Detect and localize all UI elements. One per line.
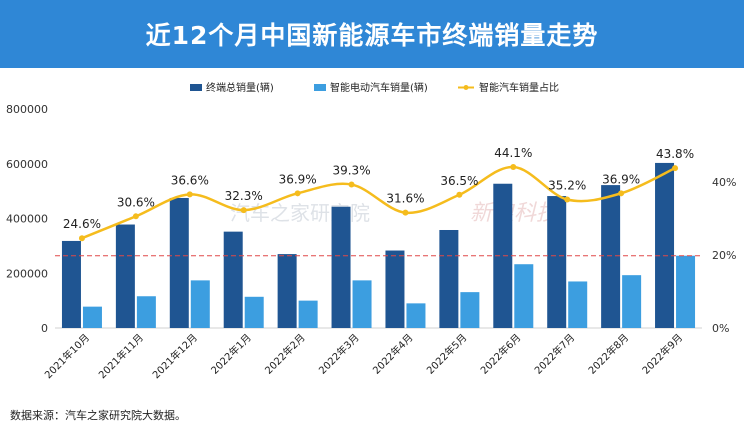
ratio-point: [564, 196, 571, 203]
bar-smart-ev-sales: [676, 255, 696, 328]
ratio-point: [348, 181, 355, 188]
ratio-point: [132, 213, 139, 220]
x-tick-label: 2022年5月: [424, 331, 470, 377]
ratio-point: [186, 191, 193, 198]
y-left-tick-label: 600000: [6, 158, 48, 171]
bar-total-sales: [493, 183, 513, 328]
bar-smart-ev-sales: [136, 296, 156, 328]
bar-total-sales: [439, 229, 459, 328]
ratio-data-label: 24.6%: [63, 217, 101, 231]
bar-total-sales: [601, 185, 621, 328]
x-tick-label: 2022年9月: [639, 331, 685, 377]
y-left-tick-label: 0: [41, 322, 48, 335]
legend-swatch-1: [190, 84, 202, 91]
bar-smart-ev-sales: [514, 264, 534, 328]
x-tick-label: 2021年12月: [150, 331, 200, 381]
legend-label-1: 终端总销量(辆): [206, 81, 274, 94]
ratio-point: [294, 190, 301, 197]
bar-smart-ev-sales: [568, 281, 588, 328]
bar-smart-ev-sales: [460, 292, 480, 328]
x-tick-label: 2022年1月: [208, 331, 254, 377]
ratio-data-label: 32.3%: [225, 189, 263, 203]
ratio-data-label: 36.9%: [279, 172, 317, 186]
ratio-data-label: 31.6%: [386, 192, 424, 206]
legend-swatch-2: [314, 84, 326, 91]
x-tick-label: 2022年7月: [532, 331, 578, 377]
x-tick-label: 2021年10月: [42, 331, 92, 381]
x-tick-label: 2022年4月: [370, 331, 416, 377]
bar-smart-ev-sales: [190, 280, 210, 328]
y-left-tick-label: 400000: [6, 213, 48, 226]
bar-total-sales: [277, 254, 297, 328]
bar-total-sales: [547, 196, 567, 328]
x-tick-label: 2022年6月: [478, 331, 524, 377]
bar-total-sales: [655, 162, 675, 328]
ratio-data-label: 36.6%: [171, 173, 209, 187]
bar-total-sales: [61, 240, 81, 328]
bar-total-sales: [331, 206, 351, 328]
ratio-point: [402, 209, 409, 216]
ratio-point: [456, 191, 463, 198]
combo-chart: 汽车之家研究院 新浪科技02000004000006000008000000%20…: [6, 81, 736, 381]
x-tick-label: 2022年8月: [585, 331, 631, 377]
y-left-tick-label: 800000: [6, 103, 48, 116]
bar-smart-ev-sales: [82, 306, 102, 328]
ratio-point: [78, 235, 85, 242]
chart-header: 近12个月中国新能源车市终端销量走势: [0, 0, 744, 68]
y-right-tick-label: 40%: [712, 176, 736, 189]
bar-smart-ev-sales: [622, 275, 642, 328]
bar-smart-ev-sales: [244, 296, 264, 328]
ratio-point: [672, 165, 679, 172]
bar-total-sales: [385, 250, 405, 328]
ratio-data-label: 39.3%: [332, 164, 370, 178]
ratio-data-label: 44.1%: [494, 146, 532, 160]
bar-total-sales: [223, 231, 243, 328]
ratio-point: [510, 164, 517, 171]
y-right-tick-label: 0%: [712, 322, 729, 335]
bar-smart-ev-sales: [298, 300, 318, 328]
bar-total-sales: [169, 197, 189, 328]
ratio-data-label: 36.5%: [440, 174, 478, 188]
x-tick-label: 2022年2月: [262, 331, 308, 377]
y-right-tick-label: 20%: [712, 249, 736, 262]
x-tick-label: 2022年3月: [316, 331, 362, 377]
ratio-data-label: 43.8%: [656, 147, 694, 161]
y-left-tick-label: 200000: [6, 267, 48, 280]
ratio-point: [240, 207, 247, 214]
x-tick-label: 2021年11月: [96, 331, 146, 381]
watermark-sina: 新浪科技: [470, 201, 561, 226]
ratio-data-label: 30.6%: [117, 195, 155, 209]
legend-label-2: 智能电动汽车销量(辆): [330, 81, 428, 94]
bar-smart-ev-sales: [352, 280, 372, 328]
data-source-note: 数据来源：汽车之家研究院大数据。: [10, 409, 186, 422]
legend-swatch-marker: [463, 85, 469, 90]
ratio-data-label: 35.2%: [548, 179, 586, 193]
ratio-data-label: 36.9%: [602, 172, 640, 186]
bar-total-sales: [115, 224, 135, 328]
ratio-point: [618, 190, 625, 197]
bar-smart-ev-sales: [406, 303, 426, 328]
legend-label-3: 智能汽车销量占比: [479, 81, 559, 94]
chart-title: 近12个月中国新能源车市终端销量走势: [145, 21, 599, 50]
